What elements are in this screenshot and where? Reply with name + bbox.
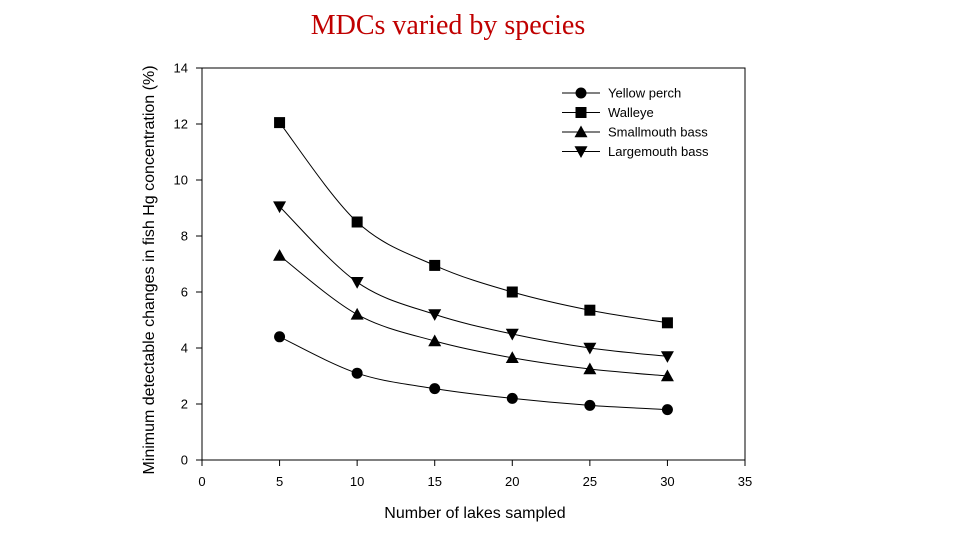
data-point (429, 259, 441, 271)
legend: Yellow perch Walleye Smallmouth bass Largem… (562, 86, 709, 159)
legend-item: Walleye (562, 105, 654, 120)
series-smallmouth-bass (273, 249, 674, 382)
x-axis: 0 5 10 15 20 25 30 35 (198, 460, 752, 489)
data-point (660, 351, 674, 363)
data-point (505, 328, 519, 341)
x-tick-label: 20 (505, 474, 519, 489)
x-tick-label: 0 (198, 474, 205, 489)
data-point (273, 249, 287, 261)
legend-label: Yellow perch (608, 86, 681, 101)
series-walleye (274, 117, 673, 329)
x-tick-label: 25 (583, 474, 597, 489)
data-point (506, 286, 518, 298)
data-point (584, 399, 596, 411)
data-point (584, 304, 596, 316)
data-point (351, 367, 363, 379)
legend-item: Yellow perch (562, 86, 681, 101)
series-line (279, 255, 668, 377)
data-point (583, 342, 597, 355)
data-point (661, 404, 673, 416)
y-axis: 0 2 4 6 8 10 12 14 (174, 61, 202, 468)
data-point (351, 216, 363, 228)
data-point (350, 277, 364, 289)
data-point (583, 362, 597, 375)
legend-item: Smallmouth bass (562, 125, 708, 140)
data-point (273, 201, 287, 214)
y-tick-label: 8 (181, 229, 188, 244)
legend-marker (575, 107, 587, 118)
x-tick-label: 10 (350, 474, 364, 489)
y-tick-label: 2 (181, 397, 188, 412)
x-axis-label: Number of lakes sampled (384, 505, 565, 522)
slide-title: MDCs varied by species (310, 10, 586, 41)
data-point (274, 117, 286, 129)
data-point (661, 317, 673, 329)
x-tick-label: 35 (738, 474, 752, 489)
legend-label: Largemouth bass (608, 144, 709, 159)
series-layer (273, 117, 674, 416)
data-point (428, 334, 442, 347)
series-line (279, 206, 668, 357)
data-point (506, 392, 518, 404)
legend-item: Largemouth bass (562, 144, 709, 159)
data-point (274, 331, 286, 343)
y-tick-label: 4 (181, 341, 188, 356)
series-line (279, 336, 668, 411)
y-axis-label: Minimum detectable changes in fish Hg co… (141, 65, 158, 474)
plot-area (201, 67, 746, 461)
legend-label: Smallmouth bass (608, 125, 708, 140)
data-point (428, 309, 442, 321)
data-point (505, 351, 519, 363)
series-yellow-perch (274, 331, 673, 416)
data-point (429, 383, 441, 395)
legend-marker (575, 87, 587, 99)
x-tick-label: 30 (660, 474, 674, 489)
data-point (350, 307, 364, 320)
legend-marker (574, 146, 588, 158)
legend-marker (574, 125, 588, 138)
x-tick-label: 15 (427, 474, 441, 489)
legend-label: Walleye (608, 105, 654, 120)
data-point (660, 369, 674, 382)
y-tick-label: 6 (181, 285, 188, 300)
y-tick-label: 14 (174, 61, 188, 76)
series-largemouth-bass (273, 201, 674, 363)
y-tick-label: 10 (174, 173, 188, 188)
y-tick-label: 12 (174, 117, 188, 132)
y-tick-label: 0 (181, 453, 188, 468)
x-tick-label: 5 (276, 474, 283, 489)
